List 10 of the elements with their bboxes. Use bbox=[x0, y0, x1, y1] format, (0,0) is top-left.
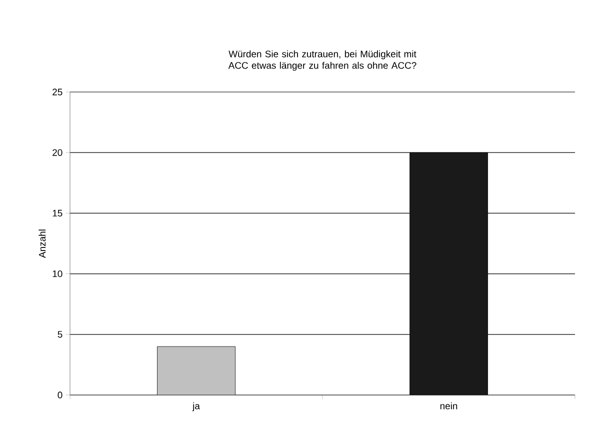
chart-title: Würden Sie sich zutrauen, bei Müdigkeit mit ACC etwas länger zu fahren als ohne ACC? bbox=[228, 50, 416, 71]
x-tick-label: nein bbox=[440, 402, 458, 410]
y-tick-label: 15 bbox=[52, 210, 62, 216]
y-tick-label: 5 bbox=[58, 331, 62, 338]
y-tick-label: 25 bbox=[52, 88, 62, 96]
x-tick-label: ja bbox=[192, 402, 200, 412]
y-tick-label: 20 bbox=[52, 149, 62, 156]
y-tick-label: 0 bbox=[58, 392, 62, 398]
y-tick-label: 10 bbox=[52, 270, 62, 278]
y-axis-title: Anzahl bbox=[38, 230, 46, 258]
